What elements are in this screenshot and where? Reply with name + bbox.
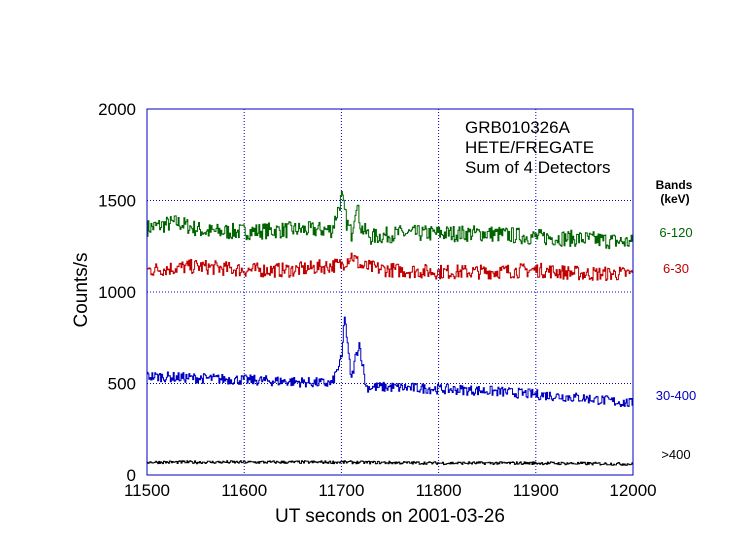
x-tick-label: 11800 [416, 481, 462, 500]
legend: Bands(keV) 6-120 6-30 30-400 >400 [656, 178, 697, 462]
x-tick-label: 11700 [318, 481, 364, 500]
y-tick-label: 500 [108, 375, 136, 394]
legend-entry: 6-120 [659, 225, 692, 240]
series-line [147, 316, 634, 408]
annotation-line: HETE/FREGATE [465, 138, 594, 157]
annotation-line: GRB010326A [465, 118, 571, 137]
ticks: 11500 11600 11700 11800 11900 12000 0 500 1000 15… [98, 100, 656, 500]
annotation-line: Sum of 4 Detectors [465, 158, 611, 177]
series-layer [147, 191, 634, 466]
series-line [147, 252, 634, 281]
legend-entry: 30-400 [656, 388, 696, 403]
x-tick-label: 11600 [221, 481, 267, 500]
x-tick-label: 11500 [124, 481, 170, 500]
y-axis-title: Counts/s [71, 253, 92, 328]
legend-title: Bands [656, 178, 693, 192]
series-line [147, 460, 634, 466]
legend-entry: 6-30 [663, 261, 689, 276]
y-tick-label: 1000 [98, 283, 136, 302]
x-tick-label: 12000 [609, 481, 656, 500]
x-axis-title: UT seconds on 2001-03-26 [275, 506, 505, 527]
y-tick-label: 1500 [98, 192, 136, 211]
legend-title-units: (keV) [660, 192, 689, 206]
grid [147, 109, 633, 475]
series-line [147, 191, 634, 250]
plot-frame [146, 108, 634, 476]
y-tick-label: 2000 [98, 100, 136, 119]
legend-entry: >400 [661, 447, 690, 462]
x-tick-label: 11900 [513, 481, 559, 500]
y-tick-label: 0 [127, 466, 136, 485]
